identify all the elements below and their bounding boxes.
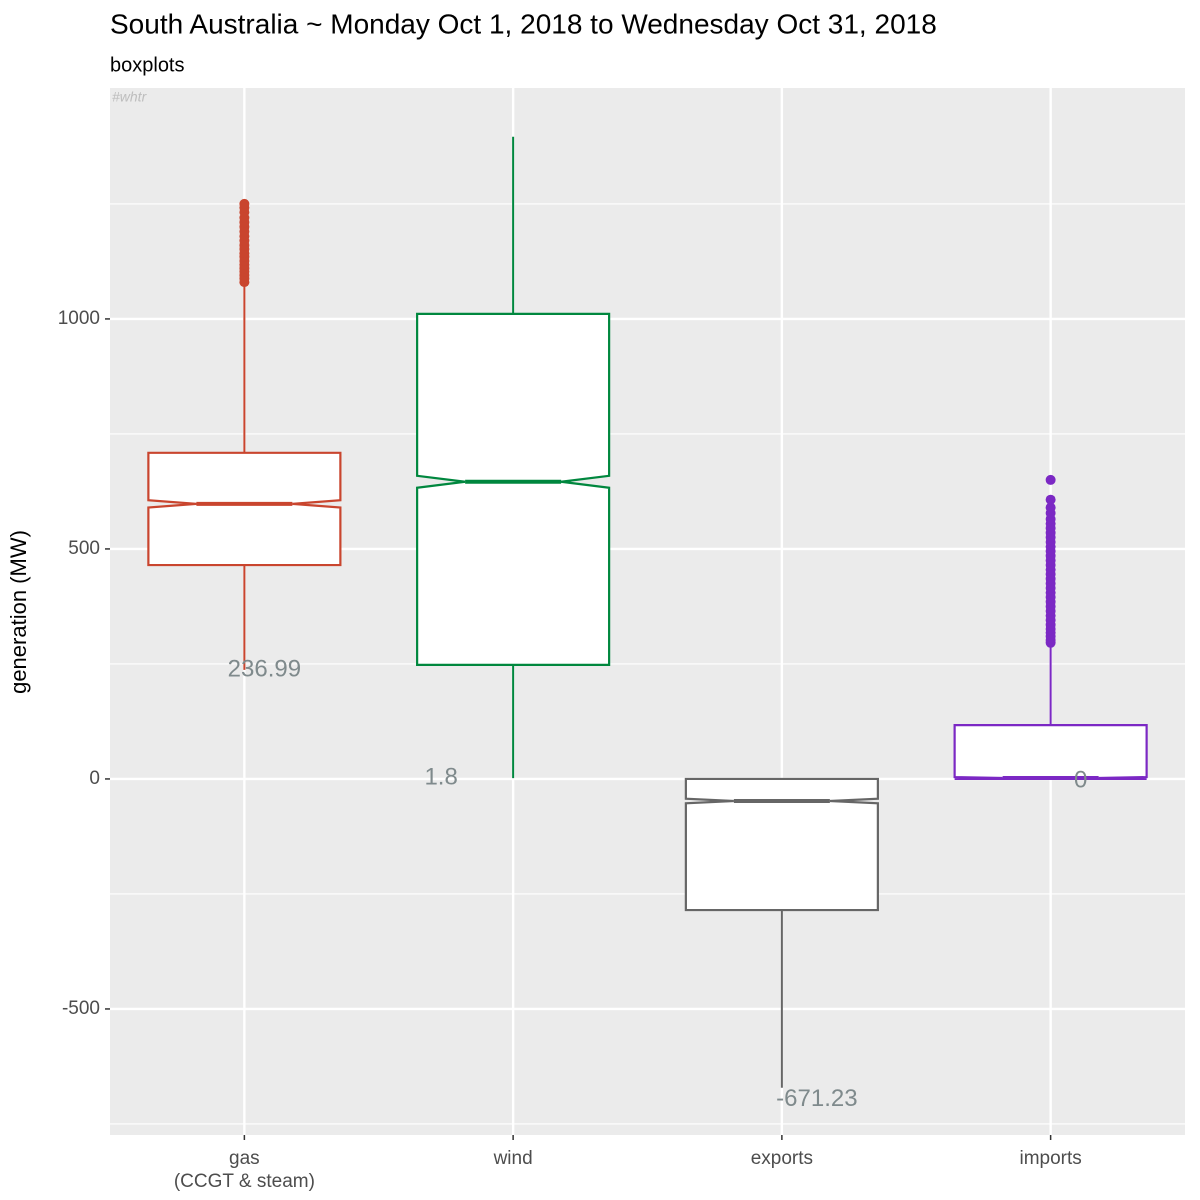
plot-background (110, 88, 1185, 1135)
y-axis-label: generation (MW) (6, 530, 31, 694)
outlier (1045, 494, 1056, 505)
watermark: #whtr (112, 89, 148, 105)
box (953, 724, 1148, 781)
min-label: 1.8 (424, 763, 457, 790)
y-tick-label: 500 (68, 538, 100, 559)
x-tick-label: exports (750, 1148, 814, 1169)
y-tick-label: -500 (62, 998, 100, 1019)
x-tick-label: gas (CCGT & steam) (173, 1148, 315, 1192)
outlier (1045, 474, 1056, 485)
outlier (1045, 502, 1056, 513)
box (684, 777, 879, 912)
min-label: 236.99 (228, 655, 301, 682)
min-label: -671.23 (776, 1085, 857, 1112)
min-label: 0 (1074, 766, 1087, 793)
y-tick-label: 1000 (58, 308, 100, 329)
chart-subtitle: boxplots (110, 54, 185, 76)
outlier (239, 198, 250, 209)
x-tick-label: imports (1019, 1148, 1082, 1169)
x-tick-label: wind (493, 1148, 533, 1169)
chart-title: South Australia ~ Monday Oct 1, 2018 to … (110, 8, 937, 39)
box (147, 451, 342, 567)
y-tick-label: 0 (89, 768, 100, 789)
box (416, 312, 611, 666)
